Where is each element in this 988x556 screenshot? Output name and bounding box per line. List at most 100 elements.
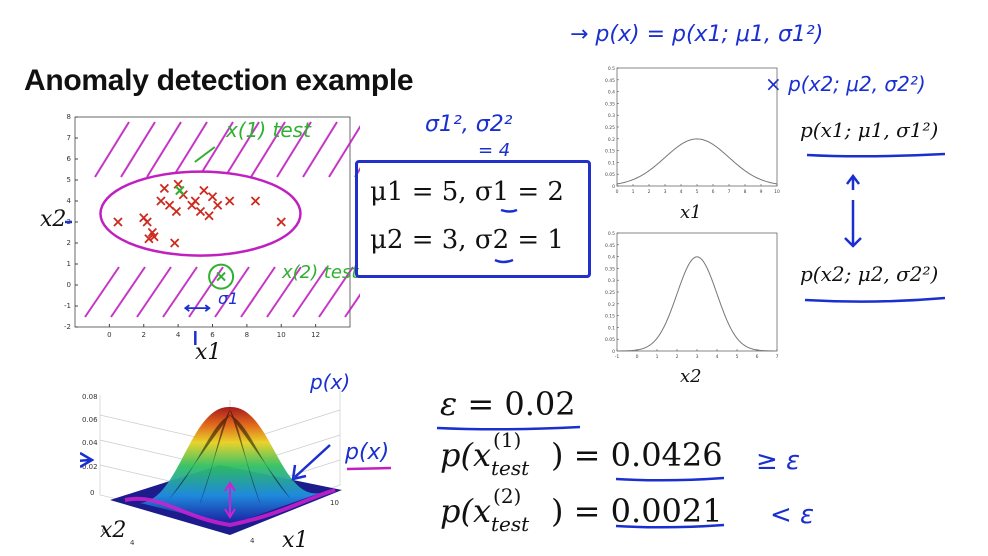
- param-underlines: [494, 208, 518, 264]
- surface-x2-label: x2: [100, 518, 127, 543]
- x-tick-label: 8: [744, 189, 747, 195]
- data-point: [250, 196, 261, 206]
- x-tick-label: 7: [776, 354, 779, 360]
- surface-x1-label: x1: [282, 528, 309, 553]
- scatter-x-tick: 4: [176, 331, 181, 339]
- x-tick-label: 10: [774, 189, 780, 195]
- svg-text:4: 4: [130, 539, 135, 547]
- y-tick-label: 0.4: [608, 90, 615, 96]
- y-tick-label: 0.1: [608, 160, 615, 166]
- y-tick-label: 0: [612, 184, 615, 190]
- scatter-y-tick: 1: [67, 260, 71, 268]
- svg-text:10: 10: [330, 499, 339, 507]
- data-point: [113, 217, 123, 227]
- p1-sub: test: [491, 456, 530, 480]
- x-tick-label: 0: [616, 189, 619, 195]
- x-tick-label: -1: [615, 354, 620, 360]
- y-tick-label: 0.45: [605, 243, 615, 249]
- scatter-x-tick: 12: [311, 331, 320, 339]
- y-tick-label: 0.35: [605, 101, 615, 107]
- sigma-squared-annotation: σ1², σ2²: [425, 112, 513, 137]
- test-point-2: [216, 271, 226, 282]
- equals-four-annotation: = 4: [478, 140, 511, 161]
- p2-lhs: p(x: [440, 492, 492, 530]
- svg-text:0.08: 0.08: [82, 393, 98, 401]
- sigma1-annotation: σ1: [218, 289, 239, 308]
- y-tick-label: 0.2: [608, 302, 615, 308]
- svg-text:0.04: 0.04: [82, 439, 98, 447]
- p-test2-equation: p(x (2) test) = 0.0021: [440, 484, 723, 536]
- y-tick-label: 0.05: [605, 337, 615, 343]
- epsilon-underline: [436, 425, 581, 431]
- svg-text:0: 0: [102, 527, 106, 535]
- x-test2-annotation: x(2) test: [282, 262, 359, 283]
- px-surface-annotation: p(x): [310, 370, 351, 394]
- p1-value: 0.0426: [610, 436, 723, 474]
- gaussian-plot-x2: 00.050.10.150.20.250.30.350.40.450.5-1 0 1…: [605, 231, 779, 360]
- y-tick-label: 0.5: [608, 66, 615, 72]
- x-tick-label: 7: [728, 189, 731, 195]
- y-tick-label: 0.3: [608, 278, 615, 284]
- y-tick-label: 0.1: [608, 325, 615, 331]
- x-tick-label: 6: [756, 354, 759, 360]
- sigma-arrow: [183, 304, 211, 312]
- scatter-y-tick: -2: [64, 323, 71, 331]
- scatter-y-tick: 7: [67, 134, 71, 142]
- p2-value: 0.0021: [610, 492, 723, 530]
- x-tick-label: 3: [696, 354, 699, 360]
- scatter-x-tick: 8: [245, 331, 249, 339]
- x-test1-annotation: x(1) test: [226, 118, 311, 142]
- x-tick-label: 5: [736, 354, 739, 360]
- p1-rhs: ) =: [551, 436, 611, 474]
- y-tick-label: 0.4: [608, 255, 615, 261]
- plot2-xlabel: x2: [680, 366, 702, 387]
- y-tick-label: 0.25: [605, 290, 615, 296]
- p1-comparison: ≥ ε: [756, 446, 801, 476]
- value-underlines: [615, 476, 725, 529]
- scatter-x-tick: 0: [107, 331, 111, 339]
- scatter-y-tick: 0: [67, 281, 71, 289]
- data-point: [159, 183, 170, 194]
- scatter-y-tick: 2: [67, 239, 71, 247]
- y-tick-label: 0.45: [605, 78, 615, 84]
- p-test1-equation: p(x (1) test) = 0.0426: [440, 428, 723, 480]
- p1-script: (1) test: [491, 428, 551, 480]
- test-point-2-circle: [208, 263, 235, 290]
- x-tick-label: 4: [680, 189, 683, 195]
- y-tick-label: 0.3: [608, 113, 615, 119]
- data-point: [144, 234, 154, 244]
- scatter-x-tick: 6: [210, 331, 215, 339]
- slide-title: Anomaly detection example: [24, 64, 414, 97]
- plot1-xlabel: x1: [680, 202, 702, 223]
- param-line-2: μ2 = 3, σ2 = 1: [370, 225, 564, 255]
- p1-sup: (1): [493, 428, 522, 452]
- data-point: [171, 206, 182, 217]
- data-point: [170, 238, 180, 248]
- p2-rhs: ) =: [551, 492, 611, 530]
- p2-comparison: < ε: [770, 500, 815, 530]
- x-tick-label: 0: [636, 354, 639, 360]
- p1-formula: p(x1; μ1, σ1²): [800, 118, 939, 142]
- scatter-y-tick: 6: [67, 155, 72, 163]
- scatter-ylabel: x2: [40, 207, 67, 232]
- scatter-x-tick: 2: [142, 331, 146, 339]
- y-tick-label: 0.05: [605, 172, 615, 178]
- right-arrows-underlines: [804, 152, 946, 303]
- data-point: [207, 192, 218, 202]
- boundary-ellipse: [99, 170, 302, 257]
- scatter-y-tick: 5: [67, 176, 71, 184]
- y-tick-label: 0.15: [605, 149, 615, 155]
- epsilon-value: 0.02: [504, 385, 576, 423]
- p2-sub: test: [491, 512, 530, 536]
- data-point: [142, 217, 152, 227]
- p2-script: (2) test: [491, 484, 551, 536]
- svg-text:0.06: 0.06: [82, 416, 98, 424]
- param-line-1: μ1 = 5, σ1 = 2: [370, 177, 564, 207]
- surface-plot: 0.08 0.06 0.04 0.02 0 0 4 4 10: [80, 390, 342, 547]
- data-point: [149, 232, 159, 242]
- data-point: [173, 179, 183, 189]
- gaussian-curve: [616, 138, 778, 185]
- scatter-x-tick: 10: [277, 331, 286, 339]
- x-tick-label: 4: [716, 354, 719, 360]
